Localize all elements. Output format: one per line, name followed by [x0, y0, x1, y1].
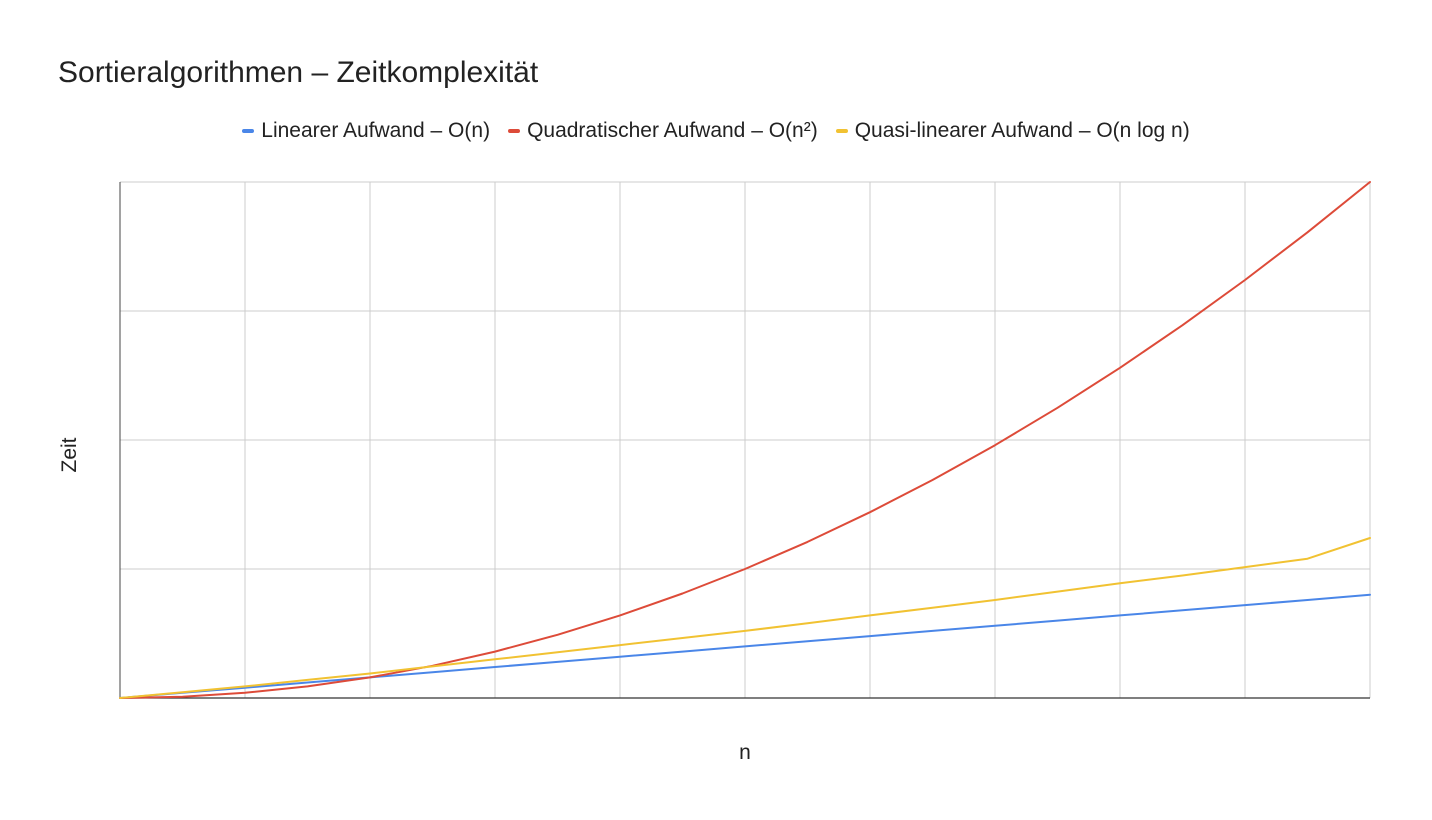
legend: Linearer Aufwand – O(n) Quadratischer Au… — [0, 116, 1432, 146]
x-axis-title: n — [739, 741, 751, 764]
series-line-quadratic — [119, 181, 1371, 699]
legend-item-quadratic[interactable]: Quadratischer Aufwand – O(n²) — [508, 119, 818, 143]
series-layer — [119, 181, 1371, 699]
chart-title: Sortieralgorithmen – Zeitkomplexität — [58, 56, 539, 89]
legend-swatch-quasilinear — [835, 129, 848, 133]
legend-item-quasilinear[interactable]: Quasi-linearer Aufwand – O(n log n) — [835, 119, 1190, 143]
legend-item-linear[interactable]: Linearer Aufwand – O(n) — [242, 119, 490, 143]
legend-label-quasilinear: Quasi-linearer Aufwand – O(n log n) — [854, 119, 1190, 142]
legend-swatch-quadratic — [508, 129, 521, 133]
series-line-linear — [119, 593, 1371, 699]
legend-label-linear: Linearer Aufwand – O(n) — [261, 119, 491, 142]
gridlines — [120, 181, 1371, 698]
legend-label-quadratic: Quadratischer Aufwand – O(n²) — [527, 119, 818, 142]
legend-swatch-linear — [242, 129, 255, 133]
y-axis-title: Zeit — [58, 437, 81, 472]
series-line-quasilinear — [119, 537, 1371, 699]
